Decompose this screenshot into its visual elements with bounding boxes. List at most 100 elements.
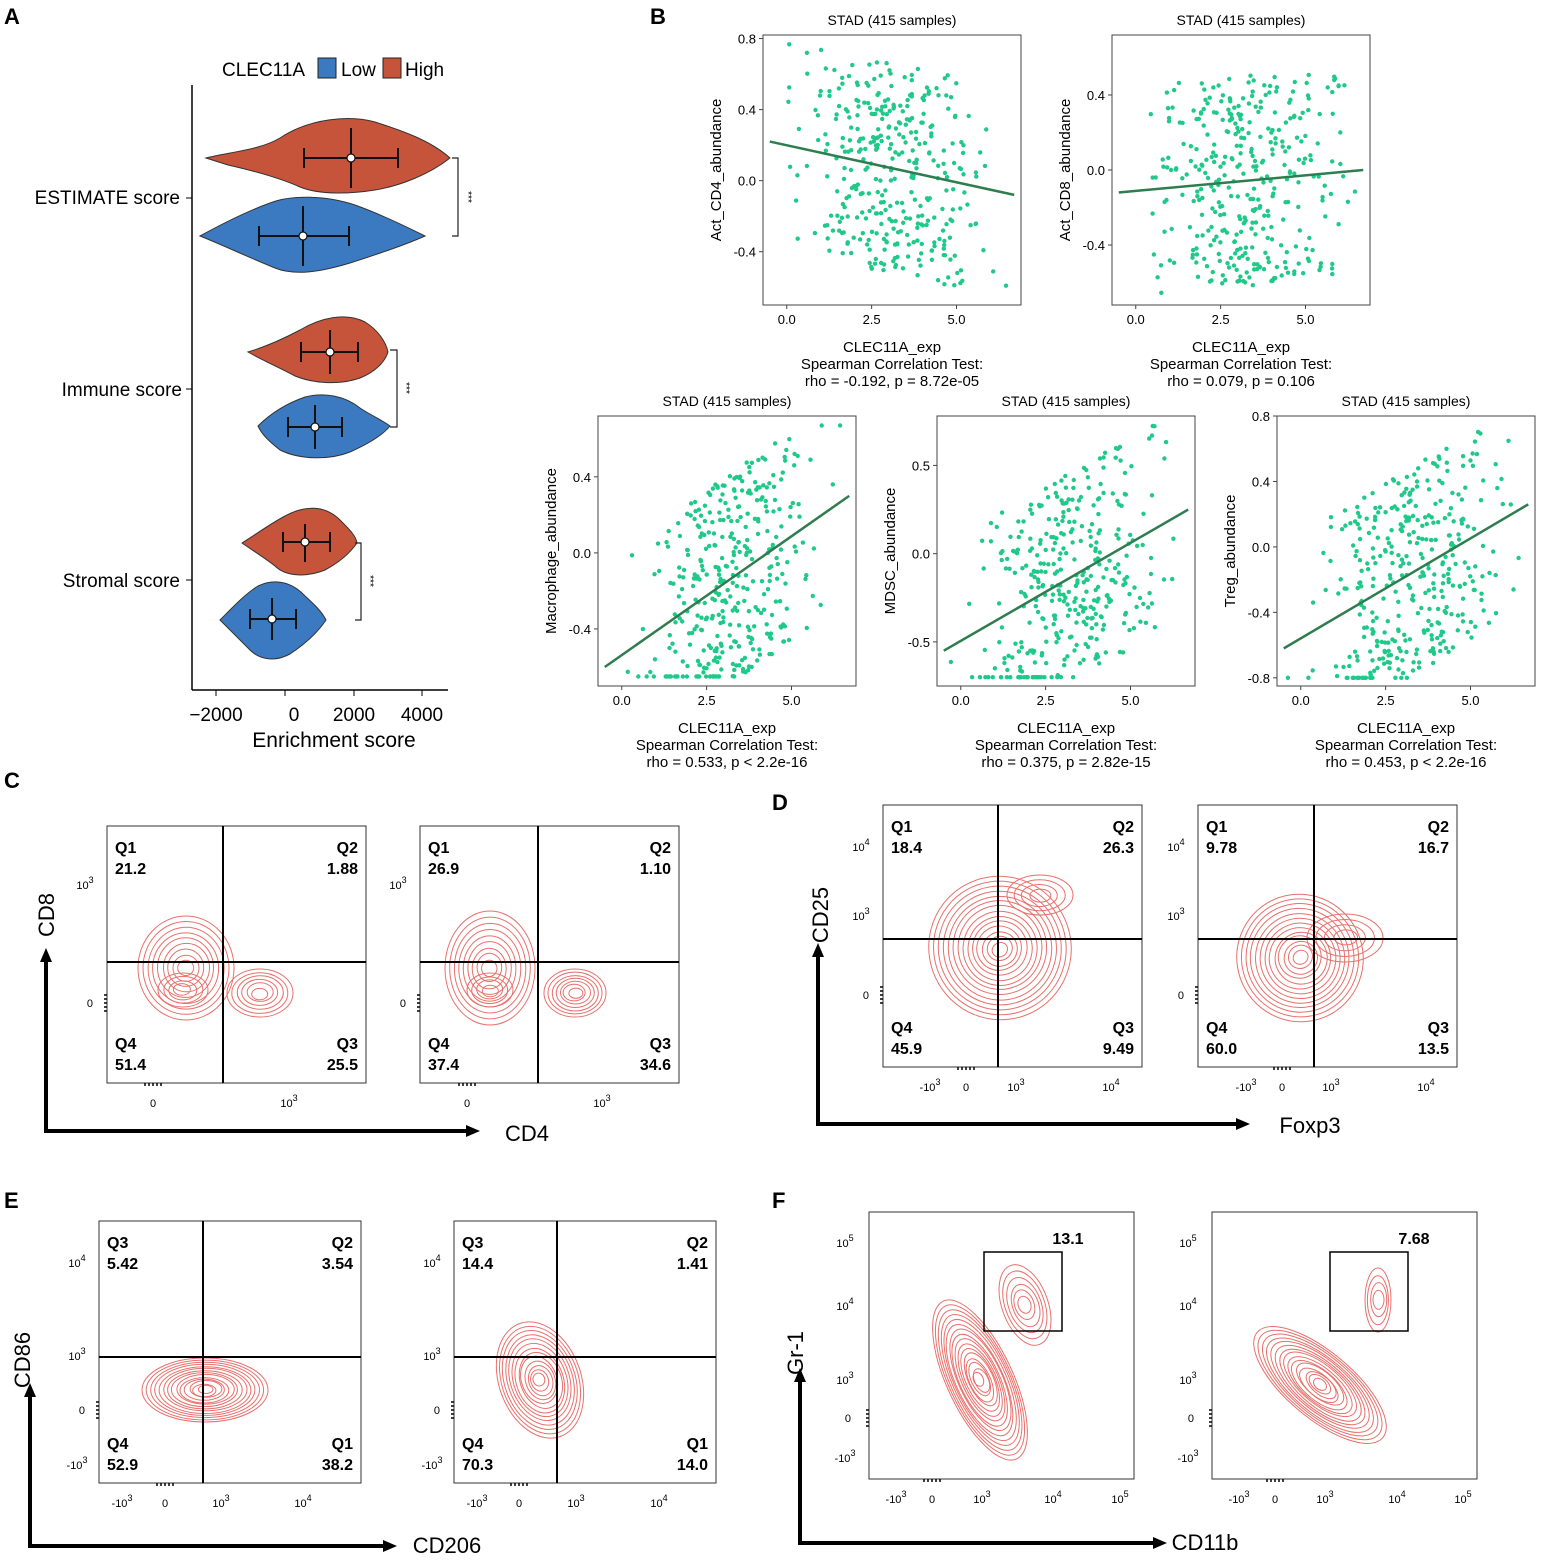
data-point xyxy=(1134,543,1140,549)
data-point xyxy=(763,504,769,509)
density-contour xyxy=(1305,1371,1337,1400)
data-point xyxy=(1097,550,1103,555)
data-point xyxy=(1256,109,1261,115)
data-point xyxy=(892,176,897,181)
data-point xyxy=(1258,105,1264,110)
data-point xyxy=(916,257,922,263)
data-point xyxy=(1336,591,1341,596)
arrow-head xyxy=(1153,1537,1167,1549)
data-point xyxy=(1272,186,1277,191)
data-point xyxy=(1392,504,1397,509)
data-point xyxy=(805,71,810,76)
density-contour xyxy=(1002,1270,1048,1340)
plot-title: STAD (415 samples) xyxy=(828,12,957,28)
data-point xyxy=(728,622,733,627)
y-tick-label: 0 xyxy=(87,998,93,1010)
data-point xyxy=(717,517,723,523)
data-point xyxy=(1238,151,1243,156)
data-point xyxy=(1343,523,1348,528)
data-point xyxy=(940,206,945,212)
data-point xyxy=(878,211,884,216)
data-point xyxy=(813,107,818,113)
data-point xyxy=(1138,619,1143,624)
data-point xyxy=(1217,258,1223,264)
data-point xyxy=(1375,665,1380,671)
data-point xyxy=(1137,595,1143,601)
data-point xyxy=(841,176,847,182)
density-contour xyxy=(251,987,269,1001)
data-point xyxy=(1411,598,1416,603)
data-point xyxy=(787,164,793,169)
data-point xyxy=(1330,89,1335,95)
data-point xyxy=(996,601,1002,606)
data-point xyxy=(1204,157,1209,162)
data-point xyxy=(1059,498,1064,503)
data-point xyxy=(781,639,786,644)
x-tick-label: 105 xyxy=(1111,1489,1128,1506)
density-contour xyxy=(1265,1337,1374,1433)
data-point xyxy=(1273,141,1278,146)
data-point xyxy=(837,219,842,224)
data-point xyxy=(752,624,757,629)
data-point xyxy=(1399,557,1405,562)
density-contour xyxy=(530,1369,550,1392)
data-point xyxy=(832,67,837,73)
data-point xyxy=(1442,608,1447,614)
data-point xyxy=(1194,260,1199,265)
data-point xyxy=(1385,659,1390,665)
data-point xyxy=(1016,519,1021,524)
data-point xyxy=(836,103,842,109)
data-point xyxy=(905,97,910,103)
data-point xyxy=(739,488,745,493)
data-point xyxy=(1148,555,1154,561)
data-point xyxy=(1493,572,1498,578)
data-point xyxy=(1055,522,1061,527)
violin-immune-high xyxy=(246,316,389,384)
quadrant-value-bl: 51.4 xyxy=(115,1057,146,1074)
y-tick-label: 0.0 xyxy=(1087,163,1105,178)
significance-estimate: *** xyxy=(462,191,473,203)
data-point xyxy=(790,500,795,506)
data-point xyxy=(1334,673,1340,679)
data-point xyxy=(1002,656,1007,661)
quadrant-value-tr: 26.3 xyxy=(1103,840,1134,857)
data-point xyxy=(1211,110,1217,115)
data-point xyxy=(1499,476,1504,482)
data-point xyxy=(1459,497,1465,502)
data-point xyxy=(893,150,898,155)
data-point xyxy=(1035,569,1040,574)
data-point xyxy=(1194,246,1199,251)
density-contour xyxy=(163,942,210,993)
data-point xyxy=(1460,619,1466,624)
data-point xyxy=(1440,581,1446,586)
data-point xyxy=(867,62,872,67)
data-point xyxy=(699,627,704,632)
data-point xyxy=(1166,115,1172,121)
data-point xyxy=(1294,135,1300,140)
density-contour xyxy=(508,1338,572,1422)
data-point xyxy=(935,278,941,283)
test-statistic: rho = 0.079, p = 0.106 xyxy=(1167,373,1315,390)
data-point xyxy=(1394,655,1400,661)
data-point xyxy=(873,256,878,262)
data-point xyxy=(1058,674,1064,680)
data-point xyxy=(941,246,946,251)
data-point xyxy=(857,237,863,242)
data-point xyxy=(1065,602,1070,607)
data-point xyxy=(1118,458,1123,463)
data-point xyxy=(1078,494,1084,500)
data-point xyxy=(1426,588,1432,593)
data-point xyxy=(973,221,979,226)
data-point xyxy=(1447,533,1452,538)
density-contour xyxy=(471,976,509,1005)
data-point xyxy=(756,519,761,524)
data-point xyxy=(629,553,635,558)
data-point xyxy=(907,93,913,98)
data-point xyxy=(703,617,709,622)
data-point xyxy=(1373,561,1378,566)
data-point xyxy=(1211,188,1217,193)
data-point xyxy=(1322,183,1327,188)
